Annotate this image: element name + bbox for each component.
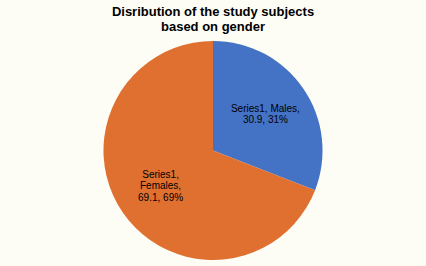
chart: Disribution of the study subjectsbased o… — [0, 0, 426, 266]
pie — [103, 41, 322, 260]
slice-label: Series1, Males,30.9, 31% — [231, 102, 300, 125]
background — [0, 0, 426, 266]
labels: Series1, Males,30.9, 31% Series1,Females,… — [138, 102, 300, 202]
title: Disribution of the study subjectsbased o… — [112, 4, 314, 34]
slice — [103, 41, 315, 260]
slice-label: Series1,Females,69.1, 69% — [138, 168, 183, 202]
